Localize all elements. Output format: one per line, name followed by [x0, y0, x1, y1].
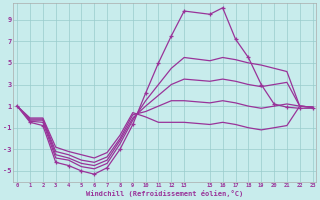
X-axis label: Windchill (Refroidissement éolien,°C): Windchill (Refroidissement éolien,°C) — [86, 190, 244, 197]
